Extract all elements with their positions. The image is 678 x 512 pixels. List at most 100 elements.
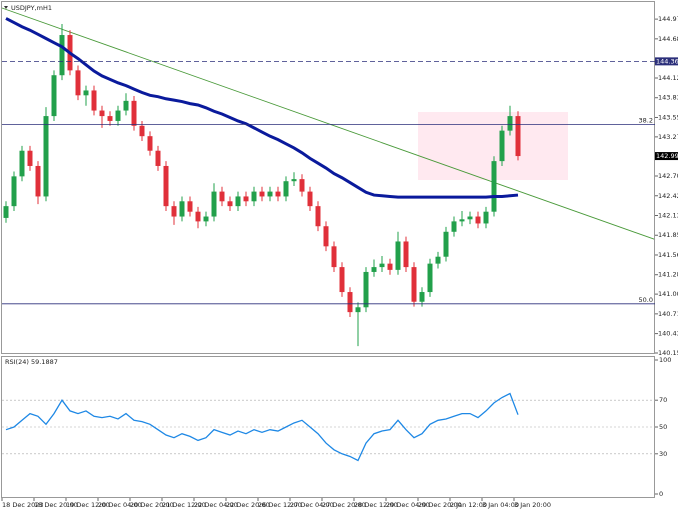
candle-body: [379, 263, 385, 268]
y-tick-label: 144.685: [658, 35, 678, 43]
level-tag: [655, 57, 678, 66]
moving-average: [5, 17, 519, 199]
x-tick-label: 19 Dec 12:00: [66, 501, 110, 509]
candle-body: [299, 179, 305, 192]
candle-body: [243, 196, 249, 202]
candle-body: [227, 201, 233, 207]
candle-body: [27, 150, 33, 166]
candle-body: [195, 211, 201, 222]
candle-body: [139, 125, 145, 137]
candle-body: [339, 267, 345, 293]
x-tick-label: 22 Dec 20:00: [226, 501, 270, 509]
candle-body: [275, 191, 281, 197]
candle-body: [259, 191, 265, 197]
y-tick-label: 140.430: [658, 330, 678, 338]
level-label: 144.360: [656, 57, 678, 65]
candle-body: [171, 206, 177, 217]
x-tick-label: 18 Dec 2023: [2, 501, 44, 509]
candle-body: [347, 292, 353, 313]
trendline: [1, 7, 656, 240]
y-tick-label: 140.150: [658, 349, 678, 357]
candle-body: [515, 116, 521, 157]
candle-body: [315, 206, 321, 227]
main-panel: [1, 7, 656, 347]
level-label: 38.2: [639, 116, 653, 124]
candle-body: [219, 191, 225, 202]
rsi-title: RSI(24) 59.1887: [5, 358, 58, 366]
candle-body: [163, 165, 169, 207]
y-tick-label: 100: [659, 356, 671, 364]
candle-body: [355, 307, 361, 313]
x-tick-label: 3 Jan 04:00: [482, 501, 519, 509]
y-tick-label: 0: [659, 490, 663, 498]
candle-body: [99, 110, 105, 117]
candle-body: [91, 90, 97, 111]
candle-body: [323, 226, 329, 247]
candle-body: [11, 176, 17, 207]
y-tick-label: 143.270: [658, 133, 678, 141]
candle-body: [291, 179, 297, 182]
candle-body: [211, 191, 217, 217]
y-tick-label: 143.550: [658, 113, 678, 121]
x-tick-label: 27 Dec 04:00: [290, 501, 334, 509]
y-tick-label: 143.835: [658, 94, 678, 102]
main-frame: [1, 1, 655, 354]
candle-body: [187, 201, 193, 212]
candle-body: [267, 191, 273, 197]
candle-body: [59, 35, 65, 76]
candle-body: [115, 110, 121, 121]
candle-body: [19, 150, 25, 177]
candle-body: [483, 211, 489, 224]
y-tick-label: 140.715: [658, 310, 678, 318]
y-tick-label: 144.970: [658, 15, 678, 23]
x-tick-label: 27 Dec 20:00: [322, 501, 366, 509]
level-label: 50.0: [639, 296, 653, 304]
y-tick-label: 50: [659, 423, 667, 431]
menu-icon: [4, 6, 8, 9]
candle-body: [123, 100, 129, 111]
candle-body: [499, 130, 505, 162]
price-tag: [655, 152, 678, 161]
y-tick-label: 141.000: [658, 290, 678, 298]
x-tick-label: 22 Dec 04:00: [194, 501, 238, 509]
x-tick-label: 28 Dec 12:00: [354, 501, 398, 509]
candle-body: [467, 216, 473, 220]
candle-body: [147, 136, 153, 151]
y-tick-label: 142.135: [658, 211, 678, 219]
candle-body: [507, 116, 513, 131]
y-tick-label: 70: [659, 396, 667, 404]
candle-body: [403, 241, 409, 268]
x-tick-label: 18 Dec 20:00: [34, 501, 78, 509]
x-tick-label: 20 Dec 20:00: [130, 501, 174, 509]
candle-body: [459, 219, 465, 222]
candle-body: [131, 100, 137, 126]
candle-body: [395, 241, 401, 270]
candle-body: [363, 271, 369, 308]
x-tick-label: 29 Dec 04:00: [386, 501, 430, 509]
candle-body: [75, 70, 81, 96]
x-tick-label: 2 Jan 12:00: [450, 501, 487, 509]
candle-body: [235, 196, 241, 207]
candle-body: [427, 263, 433, 293]
candle-body: [475, 216, 481, 224]
candle-body: [443, 231, 449, 257]
candle-body: [35, 165, 41, 197]
candle-body: [283, 181, 289, 197]
candle-body: [83, 90, 89, 96]
x-tick-label: 21 Dec 12:00: [162, 501, 206, 509]
candle-body: [331, 246, 337, 268]
candle-body: [491, 161, 497, 212]
candle-body: [179, 201, 185, 217]
x-tick-label: 29 Dec 20:00: [418, 501, 462, 509]
y-tick-label: 30: [659, 450, 667, 458]
y-tick-label: 144.120: [658, 74, 678, 82]
y-tick-label: 142.705: [658, 172, 678, 180]
candle-body: [371, 267, 377, 272]
candle-body: [411, 267, 417, 302]
candle-body: [435, 256, 441, 264]
y-tick-label: 142.420: [658, 192, 678, 200]
candle-body: [43, 116, 49, 197]
x-tick-label: 26 Dec 12:00: [258, 501, 302, 509]
candle-body: [387, 263, 393, 270]
